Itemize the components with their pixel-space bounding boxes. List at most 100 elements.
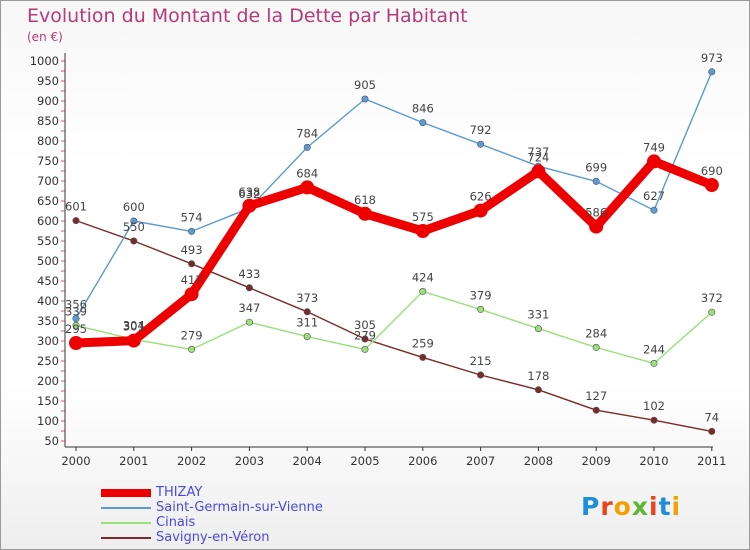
data-label: 737 xyxy=(527,145,549,159)
legend-label: Saint-Germain-sur-Vienne xyxy=(156,500,323,515)
data-point xyxy=(72,217,80,225)
data-point xyxy=(126,333,141,348)
legend-label: Savigny-en-Véron xyxy=(156,530,270,545)
data-point xyxy=(184,287,199,302)
y-tick-label: 1000 xyxy=(30,54,59,68)
data-label: 601 xyxy=(65,200,87,214)
data-label: 632 xyxy=(238,187,260,201)
legend-item: Savigny-en-Véron xyxy=(101,530,401,545)
data-label: 905 xyxy=(354,78,376,92)
data-label: 627 xyxy=(643,189,665,203)
data-point xyxy=(361,345,369,353)
data-point xyxy=(69,336,83,350)
logo-letter: t xyxy=(658,492,672,521)
data-point xyxy=(300,180,315,195)
data-label: 311 xyxy=(296,316,318,330)
data-label: 295 xyxy=(65,322,87,336)
y-tick-label: 800 xyxy=(37,134,59,148)
legend-item: Saint-Germain-sur-Vienne xyxy=(101,500,401,515)
x-tick-label: 2011 xyxy=(697,454,726,468)
data-point xyxy=(477,305,485,313)
data-label: 304 xyxy=(123,318,145,332)
x-tick-label: 2010 xyxy=(639,454,668,468)
chart-title: Evolution du Montant de la Dette par Hab… xyxy=(27,5,468,27)
y-tick-label: 600 xyxy=(37,214,59,228)
data-label: 600 xyxy=(123,200,145,214)
y-tick-label: 250 xyxy=(37,354,59,368)
data-label: 373 xyxy=(296,291,318,305)
logo-letter: P xyxy=(581,492,601,521)
data-point xyxy=(188,260,196,268)
legend-label: Cinais xyxy=(156,515,196,530)
legend-label: THIZAY xyxy=(156,485,203,500)
data-point xyxy=(708,308,716,316)
chart-subtitle: (en €) xyxy=(27,30,63,44)
data-point xyxy=(592,343,600,351)
data-point xyxy=(130,217,138,225)
x-tick-label: 2001 xyxy=(119,454,148,468)
data-point xyxy=(415,224,430,238)
data-label: 618 xyxy=(354,193,376,207)
logo-letter: r xyxy=(600,492,614,521)
data-label: 424 xyxy=(412,270,434,284)
data-point xyxy=(188,345,196,353)
x-tick-label: 2002 xyxy=(177,454,206,468)
data-point xyxy=(473,203,488,218)
legend-swatch xyxy=(101,489,151,497)
data-label: 433 xyxy=(238,267,260,281)
y-tick-label: 850 xyxy=(37,114,59,128)
x-tick-label: 2000 xyxy=(61,454,90,468)
data-point xyxy=(708,68,716,76)
legend-item: THIZAY xyxy=(101,485,401,500)
data-label: 244 xyxy=(643,342,665,356)
data-label: 690 xyxy=(701,164,723,178)
y-tick-label: 650 xyxy=(37,194,59,208)
data-point xyxy=(650,359,658,367)
data-point xyxy=(477,371,485,379)
data-point xyxy=(534,386,542,394)
data-point xyxy=(361,335,369,343)
data-point xyxy=(647,154,661,169)
logo-letter: i xyxy=(671,492,682,521)
data-label: 417 xyxy=(181,273,203,287)
x-tick-label: 2003 xyxy=(235,454,264,468)
data-point xyxy=(589,219,604,234)
y-tick-label: 500 xyxy=(37,254,59,268)
data-point xyxy=(419,287,427,295)
data-point xyxy=(592,406,600,414)
y-tick-label: 700 xyxy=(37,174,59,188)
data-label: 684 xyxy=(296,166,318,180)
data-point xyxy=(592,177,600,185)
y-tick-label: 300 xyxy=(37,334,59,348)
data-label: 284 xyxy=(585,326,607,340)
data-point xyxy=(245,318,253,326)
data-point xyxy=(704,178,719,192)
data-label: 74 xyxy=(704,410,719,424)
logo-letter: x xyxy=(631,492,649,521)
x-tick-label: 2004 xyxy=(293,454,322,468)
y-tick-label: 550 xyxy=(37,234,59,248)
x-tick-label: 2007 xyxy=(466,454,495,468)
data-label: 102 xyxy=(643,399,665,413)
x-tick-label: 2005 xyxy=(350,454,379,468)
data-point xyxy=(650,206,658,214)
data-point xyxy=(534,325,542,333)
data-label: 356 xyxy=(65,298,87,312)
data-label: 792 xyxy=(470,123,492,137)
data-label: 574 xyxy=(181,210,203,224)
y-tick-label: 750 xyxy=(37,154,59,168)
legend-swatch xyxy=(101,522,151,524)
legend-swatch xyxy=(101,507,151,509)
data-label: 347 xyxy=(238,301,260,315)
data-label: 279 xyxy=(181,328,203,342)
data-label: 586 xyxy=(585,206,607,220)
y-tick-label: 50 xyxy=(44,434,59,448)
data-point xyxy=(188,227,196,235)
y-tick-label: 950 xyxy=(37,74,59,88)
data-label: 127 xyxy=(585,389,607,403)
data-label: 575 xyxy=(412,210,434,224)
data-point xyxy=(72,315,80,323)
data-label: 301 xyxy=(123,320,145,334)
